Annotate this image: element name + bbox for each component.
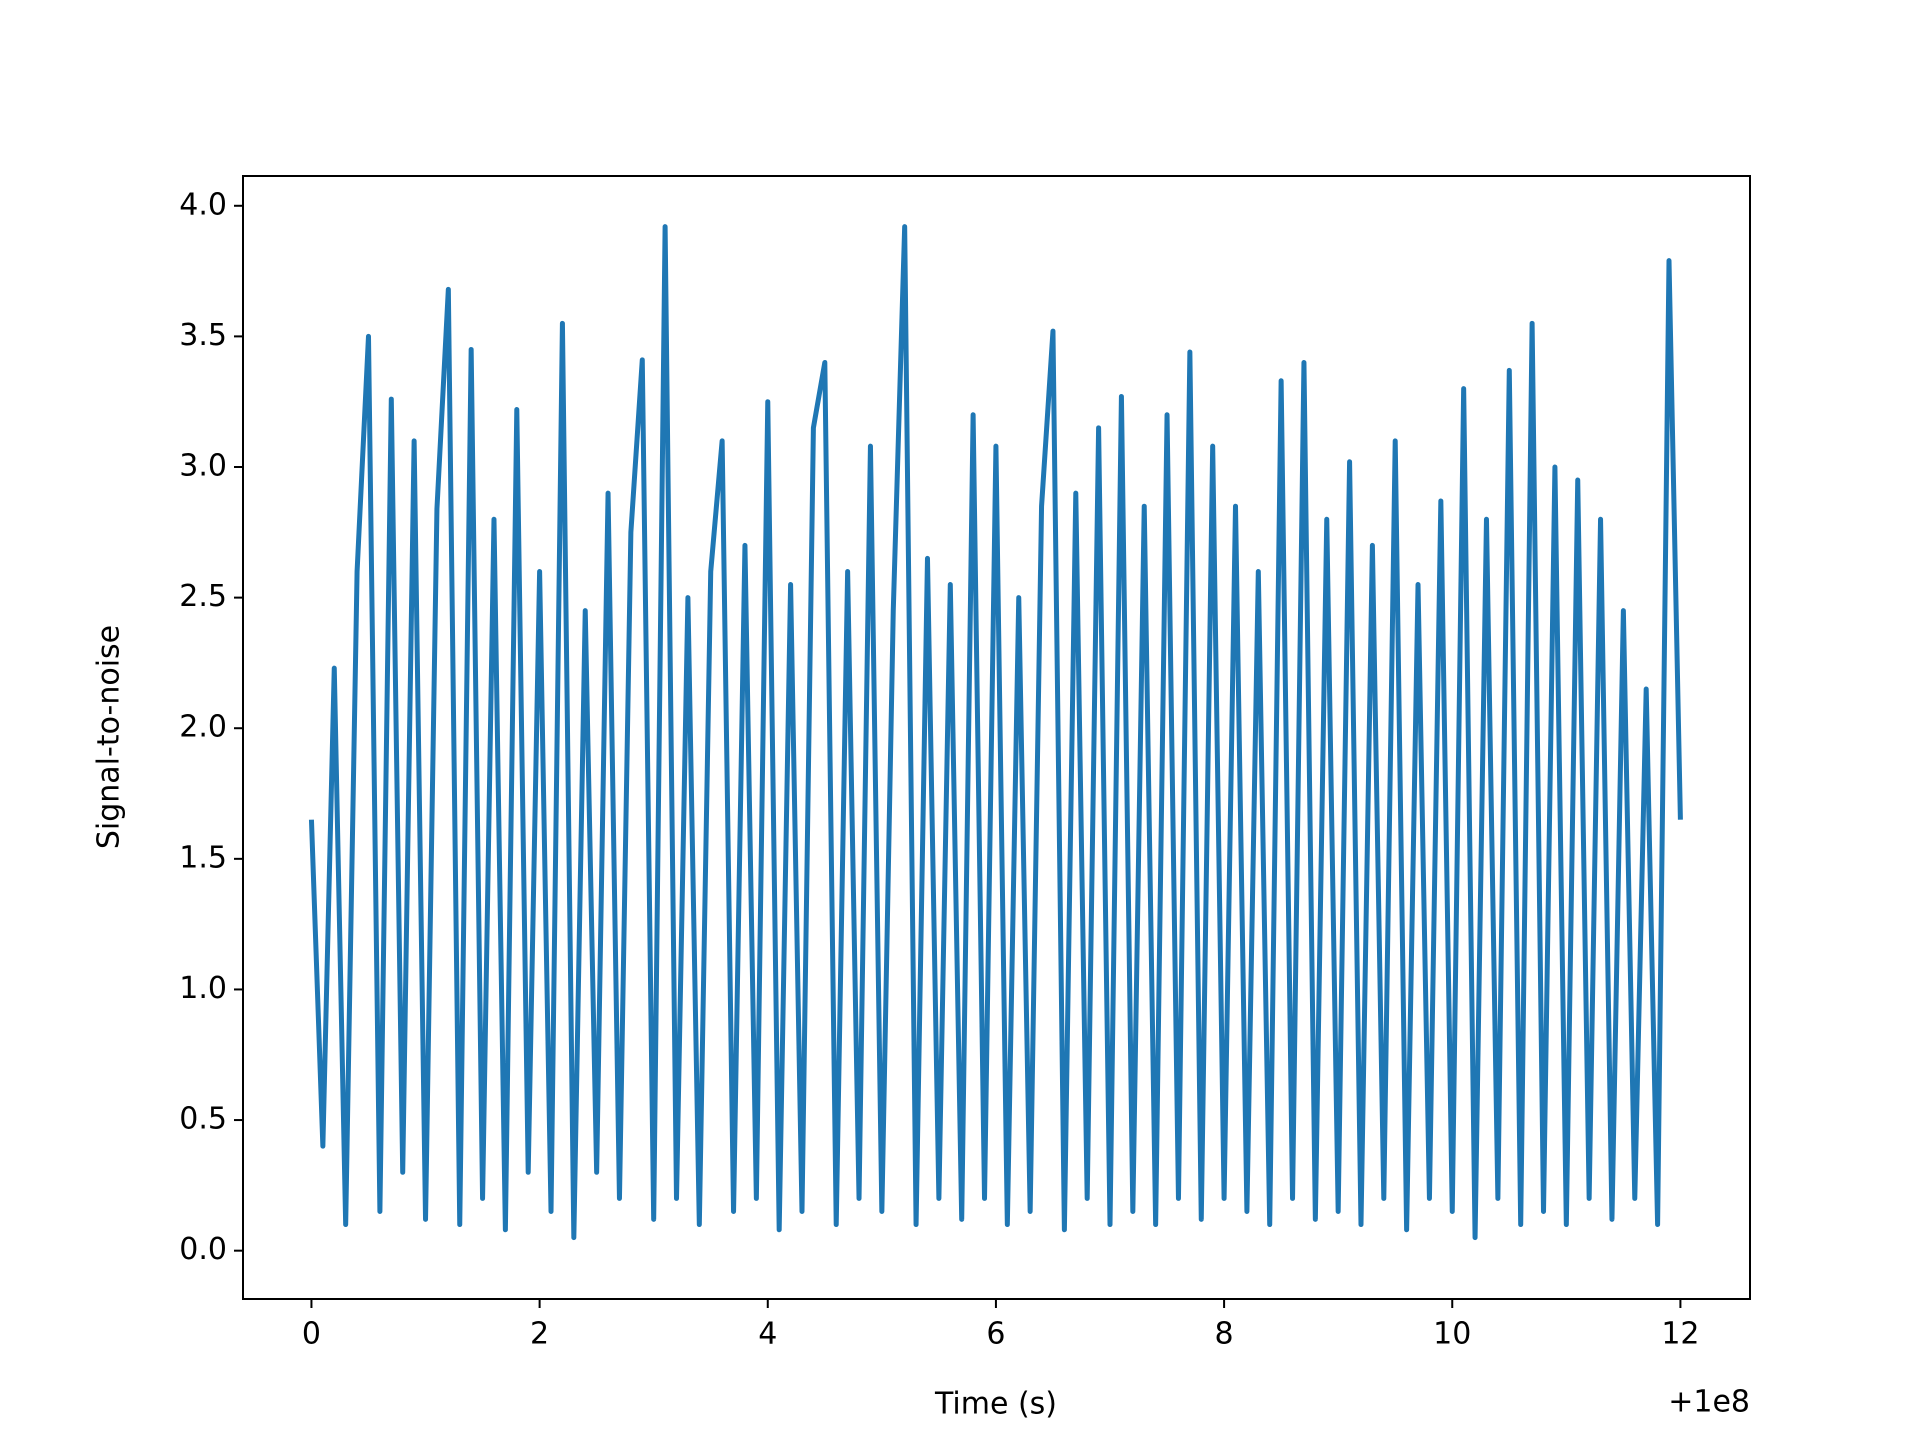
x-tick-label: 8	[1215, 1317, 1234, 1352]
x-tick-label: 2	[530, 1317, 549, 1352]
x-axis-label: Time (s)	[934, 1387, 1057, 1422]
x-tick-label: 12	[1661, 1317, 1699, 1352]
y-axis-label: Signal-to-noise	[92, 625, 127, 849]
y-tick-label: 4.0	[179, 187, 227, 222]
y-tick-label: 2.5	[179, 579, 227, 614]
x-tick-label: 6	[986, 1317, 1005, 1352]
x-tick-label: 10	[1433, 1317, 1471, 1352]
y-tick-label: 1.0	[179, 971, 227, 1006]
x-offset-label: +1e8	[1668, 1385, 1750, 1420]
y-tick-label: 0.0	[179, 1232, 227, 1267]
y-tick-label: 2.0	[179, 710, 227, 745]
x-tick-label: 0	[302, 1317, 321, 1352]
y-tick-label: 0.5	[179, 1102, 227, 1137]
x-tick-label: 4	[758, 1317, 777, 1352]
y-tick-label: 1.5	[179, 840, 227, 875]
plot-frame	[242, 175, 1751, 1300]
y-tick-label: 3.5	[179, 318, 227, 353]
y-tick-label: 3.0	[179, 449, 227, 484]
line	[308, 224, 1683, 1241]
